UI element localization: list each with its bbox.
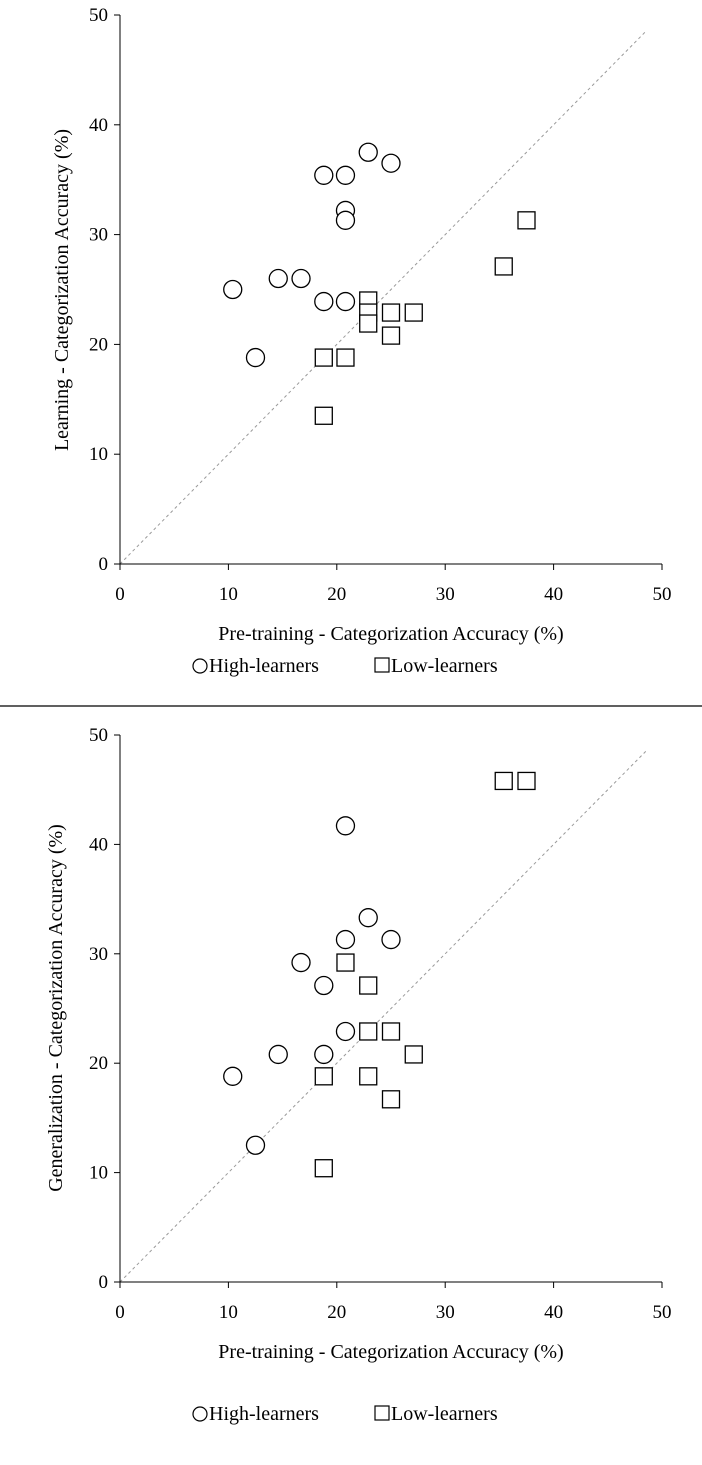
y-tick-label: 40 (89, 115, 108, 136)
x-tick-label: 10 (219, 584, 238, 605)
high-learner-point (245, 347, 266, 368)
x-tick-label: 20 (327, 1302, 346, 1323)
high-learner-point (335, 165, 356, 185)
x-axis-label: Pre-training - Categorization Accuracy (… (218, 623, 563, 645)
low-learner-point (517, 771, 536, 791)
reference-line (119, 31, 647, 565)
low-learner-point (404, 1045, 423, 1064)
low-learner-point (381, 303, 401, 322)
low-learner-point (381, 1022, 401, 1041)
x-tick-label: 20 (327, 584, 346, 605)
high-learner-point (314, 975, 334, 996)
x-tick-label: 0 (115, 584, 125, 605)
high-learner-point (223, 279, 243, 300)
high-learner-point (358, 142, 378, 162)
high-learner-point (335, 291, 356, 312)
y-tick-label: 30 (89, 225, 108, 246)
y-tick-label: 0 (99, 1272, 109, 1293)
legend-label-high-learners: High-learners (209, 1403, 319, 1425)
low-learner-point (359, 976, 378, 995)
low-learner-point (494, 771, 513, 791)
y-tick-label: 0 (99, 554, 109, 575)
low-learner-point (359, 314, 378, 333)
low-learner-point (314, 1067, 333, 1086)
high-learner-point (291, 952, 311, 973)
legend: High-learners Low-learners (192, 655, 498, 677)
low-learner-point (336, 953, 355, 972)
y-tick-label: 50 (89, 725, 108, 746)
high-learner-point (335, 929, 356, 950)
legend-label-low-learners: Low-learners (391, 1403, 498, 1425)
low-learner-point (359, 1022, 378, 1041)
legend-label-high-learners: High-learners (209, 655, 319, 677)
low-learner-point (314, 348, 333, 367)
high-learner-point (314, 1044, 334, 1065)
x-tick-label: 0 (115, 1302, 125, 1323)
legend-square-icon (374, 657, 390, 673)
high-learner-point (381, 153, 401, 173)
high-learner-point (291, 268, 311, 289)
low-learner-point (517, 211, 536, 230)
y-tick-label: 10 (89, 1163, 108, 1184)
high-learner-point (335, 210, 356, 230)
high-learner-point (223, 1066, 243, 1086)
low-learner-point (314, 406, 333, 425)
legend-label-low-learners: Low-learners (391, 655, 498, 677)
x-tick-label: 50 (653, 584, 672, 605)
x-axis-label: Pre-training - Categorization Accuracy (… (218, 1341, 563, 1363)
low-learner-point (404, 303, 423, 322)
high-learner-point (335, 1021, 356, 1042)
legend: High-learners Low-learners (192, 1403, 498, 1425)
y-tick-label: 50 (89, 5, 108, 26)
y-tick-label: 40 (89, 834, 108, 855)
x-tick-label: 40 (544, 584, 563, 605)
y-tick-label: 20 (89, 1053, 108, 1074)
reference-line (119, 751, 647, 1283)
low-learner-point (381, 1090, 401, 1109)
legend-circle-icon (192, 1406, 208, 1422)
panel-learning: 0 10 20 30 40 50 0 10 20 30 40 50 Pre-training - Cat… (51, 5, 672, 677)
legend-square-icon (374, 1405, 390, 1421)
low-learner-point (494, 257, 513, 276)
high-learner-point (268, 1044, 288, 1065)
x-tick-label: 50 (653, 1302, 672, 1323)
x-tick-label: 30 (436, 584, 455, 605)
low-learner-point (381, 326, 401, 345)
low-learner-point (314, 1159, 333, 1178)
y-tick-label: 30 (89, 944, 108, 965)
high-learner-point (314, 291, 334, 312)
x-tick-label: 40 (544, 1302, 563, 1323)
high-learner-point (268, 268, 288, 289)
legend-circle-icon (192, 658, 208, 674)
y-axis-label: Learning - Categorization Accuracy (%) (51, 129, 73, 451)
low-learner-point (336, 348, 355, 367)
x-tick-label: 10 (219, 1302, 238, 1323)
high-learner-point (358, 908, 378, 928)
panel-generalization: 0 10 20 30 40 50 0 10 20 30 40 50 Pre-training - Cat… (45, 725, 672, 1425)
low-learner-point (359, 1067, 378, 1086)
high-learner-point (381, 929, 401, 950)
y-tick-label: 20 (89, 334, 108, 355)
high-learner-point (335, 816, 356, 836)
y-axis-label: Generalization - Categorization Accuracy… (45, 824, 67, 1192)
x-tick-label: 30 (436, 1302, 455, 1323)
high-learner-point (314, 165, 334, 185)
y-tick-label: 10 (89, 444, 108, 465)
high-learner-point (245, 1135, 266, 1155)
